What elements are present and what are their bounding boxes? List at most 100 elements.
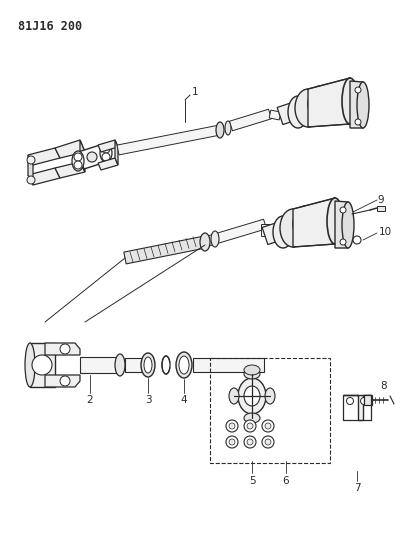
Polygon shape [55,140,85,158]
Ellipse shape [244,413,260,423]
Polygon shape [350,81,363,128]
Bar [377,206,385,211]
Circle shape [102,145,110,153]
Text: 81J16 200: 81J16 200 [18,20,82,33]
Polygon shape [193,358,264,372]
Ellipse shape [144,357,152,373]
Polygon shape [261,224,269,236]
Polygon shape [125,358,145,372]
Ellipse shape [211,231,219,247]
Ellipse shape [327,198,343,244]
Ellipse shape [244,386,260,406]
Text: 9: 9 [378,195,384,205]
Ellipse shape [295,89,321,127]
Circle shape [244,436,256,448]
Ellipse shape [216,122,224,138]
Ellipse shape [342,202,354,248]
Circle shape [226,420,238,432]
Polygon shape [262,217,298,245]
Polygon shape [229,109,271,131]
Circle shape [32,355,52,375]
Circle shape [74,161,82,169]
Polygon shape [55,162,85,178]
Circle shape [247,439,253,445]
Circle shape [74,153,82,161]
Circle shape [247,423,253,429]
Ellipse shape [244,365,260,375]
Polygon shape [30,343,55,387]
Polygon shape [28,168,60,185]
Polygon shape [115,140,118,165]
Ellipse shape [25,343,35,387]
Ellipse shape [162,356,170,374]
Polygon shape [98,158,118,170]
Ellipse shape [265,388,275,404]
Circle shape [265,423,271,429]
Text: 10: 10 [378,227,391,237]
Ellipse shape [200,233,210,251]
Ellipse shape [176,352,192,378]
Ellipse shape [244,369,260,379]
Polygon shape [80,140,85,172]
Circle shape [265,439,271,445]
Ellipse shape [229,388,239,404]
Circle shape [361,398,367,405]
Polygon shape [277,98,313,125]
Ellipse shape [115,354,125,376]
Polygon shape [98,140,118,152]
Ellipse shape [225,121,231,135]
Text: 7: 7 [354,483,360,493]
Polygon shape [203,219,267,247]
Text: 2: 2 [87,395,93,405]
Polygon shape [269,110,281,120]
Polygon shape [78,145,106,169]
Text: 3: 3 [145,395,151,405]
Circle shape [229,423,235,429]
Ellipse shape [141,353,155,377]
Polygon shape [364,395,372,405]
Text: 1: 1 [192,87,198,97]
Polygon shape [45,343,80,355]
Polygon shape [124,236,206,264]
Polygon shape [28,148,60,165]
Circle shape [353,236,361,244]
Ellipse shape [72,151,84,171]
Polygon shape [117,125,221,155]
Circle shape [27,176,35,184]
Circle shape [355,87,361,93]
Polygon shape [335,201,348,248]
Bar [210,358,330,463]
Ellipse shape [280,209,306,247]
Circle shape [262,420,274,432]
Ellipse shape [100,144,112,162]
Circle shape [226,436,238,448]
Circle shape [355,119,361,125]
Circle shape [244,420,256,432]
Text: 4: 4 [181,395,187,405]
Circle shape [346,398,354,405]
Circle shape [340,207,346,213]
Ellipse shape [357,82,369,128]
Circle shape [27,156,35,164]
Circle shape [87,152,97,162]
Polygon shape [308,78,350,127]
Polygon shape [293,198,335,247]
Circle shape [262,436,274,448]
Polygon shape [343,395,371,420]
Text: 5: 5 [249,476,255,486]
Circle shape [60,376,70,386]
Circle shape [229,439,235,445]
Ellipse shape [342,78,358,124]
Polygon shape [28,155,33,185]
Polygon shape [80,357,120,373]
Ellipse shape [179,356,189,374]
Circle shape [102,153,110,161]
Ellipse shape [308,86,332,122]
Polygon shape [45,375,80,387]
Circle shape [60,344,70,354]
Circle shape [340,239,346,245]
Text: 8: 8 [381,381,387,391]
Ellipse shape [238,378,266,414]
Ellipse shape [273,216,293,248]
Ellipse shape [293,206,317,242]
